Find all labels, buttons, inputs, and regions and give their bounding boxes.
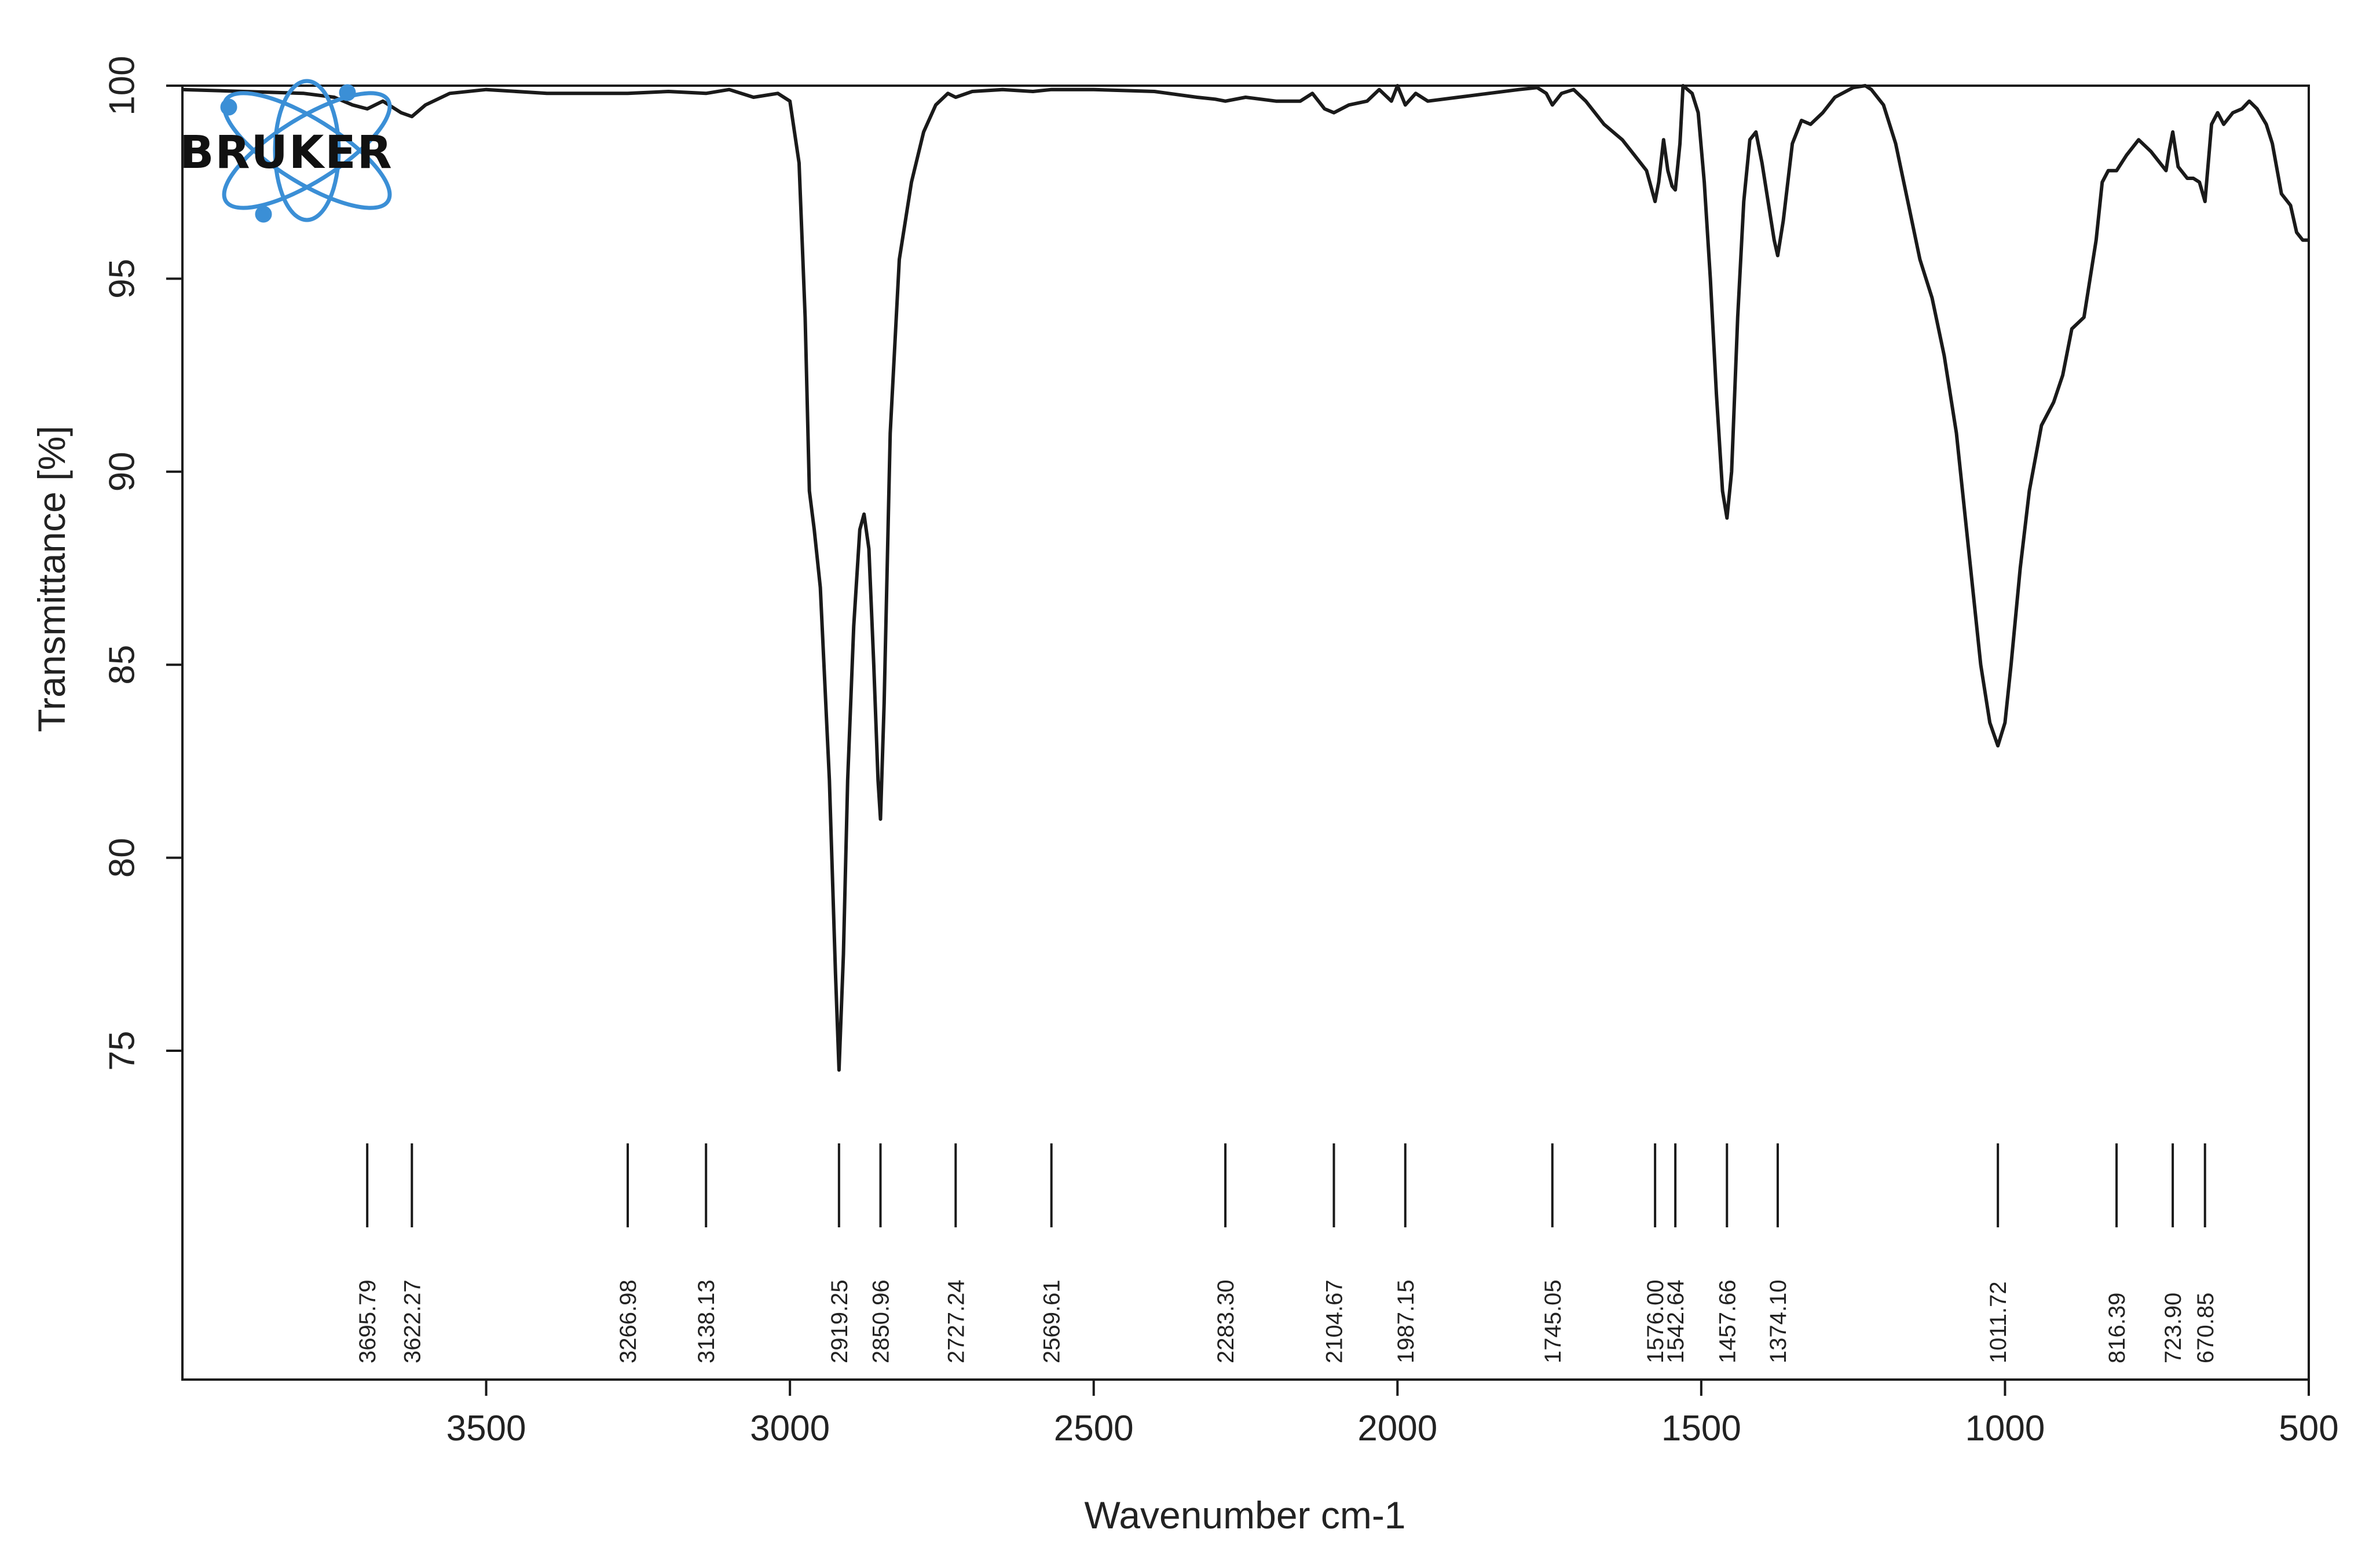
- peak-label: 3138.13: [694, 1279, 719, 1363]
- x-axis: 3500 3000 2500 2000 1500 1000 500: [446, 1380, 2339, 1448]
- x-tick-label: 1000: [1965, 1409, 2045, 1448]
- peak-label: 816.39: [2104, 1293, 2130, 1363]
- peak-label: 2850.96: [869, 1279, 894, 1363]
- y-tick-label: 85: [102, 645, 142, 685]
- peak-label: 1457.66: [1715, 1279, 1740, 1363]
- y-tick-label: 80: [102, 838, 142, 878]
- x-tick-label: 3000: [750, 1409, 830, 1448]
- y-axis: 75 80 85 90 95 100: [102, 56, 182, 1070]
- x-tick-label: 2500: [1054, 1409, 1134, 1448]
- logo-electron: [339, 84, 356, 101]
- y-tick-label: 90: [102, 452, 142, 492]
- x-tick-label: 1500: [1661, 1409, 1741, 1448]
- peak-label: 1745.05: [1540, 1279, 1566, 1363]
- peak-label: 2727.24: [943, 1279, 969, 1363]
- x-axis-title: Wavenumber cm-1: [1084, 1494, 1405, 1536]
- x-tick-label: 500: [2279, 1409, 2338, 1448]
- logo-orbit: [222, 91, 392, 210]
- peak-label: 2569.61: [1039, 1279, 1065, 1363]
- logo-electron: [220, 98, 237, 116]
- peak-markers: 3695.79 3622.27 3266.98 3138.13 2919.25 2850.…: [355, 1143, 2218, 1363]
- x-tick-label: 3500: [446, 1409, 526, 1448]
- peak-label: 3266.98: [616, 1279, 641, 1363]
- spectrum-line: [182, 84, 2309, 1072]
- logo-orbit: [273, 79, 341, 222]
- peak-label: 670.85: [2193, 1293, 2218, 1363]
- bruker-logo: BRUKER: [180, 79, 393, 223]
- peak-label: 1374.10: [1766, 1279, 1791, 1363]
- peak-label: 1987.15: [1393, 1279, 1419, 1363]
- y-tick-label: 95: [102, 259, 142, 299]
- x-tick-label: 2000: [1357, 1409, 1437, 1448]
- logo-text: BRUKER: [180, 127, 393, 179]
- peak-label: 1011.72: [1986, 1281, 2011, 1363]
- y-tick-label: 100: [102, 56, 142, 115]
- peak-label: 2104.67: [1321, 1279, 1347, 1363]
- peak-label: 1542.64: [1663, 1279, 1689, 1363]
- y-tick-label: 75: [102, 1031, 142, 1071]
- atom-orbit-icon: [220, 79, 392, 223]
- peak-label: 2919.25: [827, 1279, 852, 1363]
- y-axis-title: Transmittance [%]: [30, 426, 73, 732]
- series-layer: [182, 84, 2309, 1072]
- peak-label: 3695.79: [355, 1279, 380, 1363]
- logo-electron: [255, 206, 272, 223]
- peak-label: 3622.27: [400, 1279, 425, 1363]
- plot-frame: [181, 85, 2310, 1381]
- peak-label: 723.90: [2161, 1293, 2186, 1363]
- peak-label: 2283.30: [1213, 1279, 1239, 1363]
- peak-label: 1576.00: [1643, 1279, 1668, 1363]
